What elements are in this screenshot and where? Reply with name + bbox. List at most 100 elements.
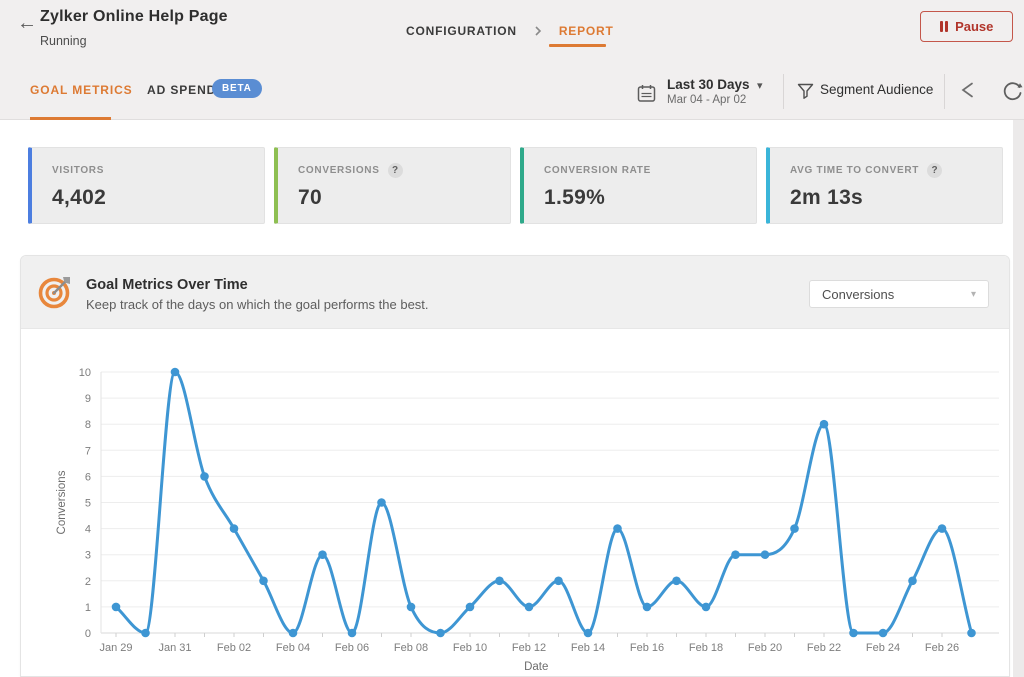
data-point[interactable]	[760, 550, 770, 559]
metric-value: 2m 13s	[790, 186, 864, 209]
data-point[interactable]	[318, 550, 327, 559]
data-point[interactable]	[347, 628, 357, 638]
x-tick-label: Feb 02	[217, 642, 251, 654]
tab-ad-spend[interactable]: AD SPEND	[147, 83, 217, 97]
data-point[interactable]	[495, 576, 504, 586]
chevron-right-icon	[535, 26, 541, 36]
y-tick-label: 10	[79, 367, 91, 379]
x-tick-label: Jan 29	[99, 642, 132, 654]
y-tick-label: 3	[85, 550, 91, 562]
data-point[interactable]	[849, 628, 858, 638]
chart-plot-area: 0 1 2 3 4 5 6 7 8 9 10 Conversions Jan 29 Jan 31 Feb 0…	[21, 329, 1009, 676]
x-tick-label: Feb 20	[748, 642, 782, 654]
data-point[interactable]	[613, 524, 622, 533]
data-point[interactable]	[524, 602, 534, 612]
data-point[interactable]	[731, 550, 740, 559]
y-tick-label: 7	[85, 445, 91, 457]
report-toolbar: GOAL METRICS AD SPEND BETA Last 30 Days …	[0, 62, 1024, 120]
y-tick-label: 6	[85, 471, 91, 483]
data-point[interactable]	[436, 628, 445, 638]
metric-select-dropdown[interactable]: Conversions ▾	[809, 280, 989, 308]
data-point[interactable]	[878, 628, 888, 638]
data-point[interactable]	[672, 576, 681, 586]
metric-card-conversions: CONVERSIONS ? 70	[274, 147, 511, 224]
metric-card-conversion-rate: CONVERSION RATE ? 1.59%	[520, 147, 757, 224]
x-tick-label: Feb 16	[630, 642, 664, 654]
x-tick-label: Feb 12	[512, 642, 546, 654]
data-point[interactable]	[229, 524, 239, 533]
y-axis-title: Conversions	[56, 470, 68, 534]
refresh-icon[interactable]	[1002, 81, 1024, 101]
data-point[interactable]	[967, 628, 976, 638]
y-tick-label: 8	[85, 419, 91, 431]
x-tick-label: Feb 26	[925, 642, 959, 654]
beta-badge: BETA	[212, 79, 262, 98]
x-tick-label: Feb 24	[866, 642, 900, 654]
data-point[interactable]	[377, 498, 386, 507]
pause-icon	[939, 21, 949, 32]
goal-metrics-over-time-card: Goal Metrics Over Time Keep track of the…	[20, 255, 1010, 677]
data-point[interactable]	[259, 576, 268, 586]
chart-title: Goal Metrics Over Time	[86, 277, 248, 293]
data-point[interactable]	[200, 472, 209, 481]
metric-label: AVG TIME TO CONVERT	[790, 165, 920, 176]
data-point[interactable]	[111, 602, 121, 612]
data-point[interactable]	[937, 524, 947, 533]
date-range-caret-icon[interactable]: ▾	[757, 80, 763, 92]
segment-audience-button[interactable]: Segment Audience	[820, 82, 934, 97]
date-range-dates: Mar 04 - Apr 02	[667, 94, 747, 106]
data-point[interactable]	[642, 602, 652, 612]
tab-goal-metrics[interactable]: GOAL METRICS	[30, 83, 133, 97]
data-point[interactable]	[701, 602, 711, 612]
calendar-icon[interactable]	[637, 84, 656, 103]
data-point[interactable]	[790, 524, 799, 533]
help-icon[interactable]: ?	[927, 163, 943, 178]
tab-report[interactable]: REPORT	[558, 24, 614, 38]
metric-label: CONVERSIONS	[298, 165, 380, 176]
tab-configuration[interactable]: CONFIGURATION	[406, 24, 517, 38]
scrollbar-track[interactable]	[1013, 120, 1024, 677]
metric-label: VISITORS	[52, 165, 105, 176]
toolbar-divider	[944, 74, 945, 109]
help-icon[interactable]: ?	[387, 163, 403, 178]
pause-button[interactable]: Pause	[920, 11, 1013, 42]
metric-card-visitors: VISITORS ? 4,402	[28, 147, 265, 224]
y-tick-label: 0	[85, 628, 91, 640]
page-title: Zylker Online Help Page	[40, 8, 228, 25]
x-axis-title: Date	[524, 661, 548, 673]
top-header: ← Zylker Online Help Page Running CONFIG…	[0, 0, 1024, 62]
data-point[interactable]	[170, 367, 180, 377]
back-arrow-icon[interactable]: ←	[17, 12, 37, 34]
filter-funnel-icon[interactable]	[797, 83, 814, 100]
data-point[interactable]	[583, 628, 593, 638]
x-tick-label: Jan 31	[158, 642, 191, 654]
date-range-label[interactable]: Last 30 Days	[667, 77, 750, 92]
chart-subtitle: Keep track of the days on which the goal…	[86, 297, 429, 312]
data-point[interactable]	[288, 628, 298, 638]
conversions-line-chart: 0 1 2 3 4 5 6 7 8 9 10 Conversions Jan 29 Jan 31 Feb 0…	[56, 367, 999, 673]
dropdown-caret-icon: ▾	[970, 288, 976, 300]
share-icon[interactable]	[959, 81, 977, 99]
metric-label: CONVERSION RATE	[544, 165, 651, 176]
data-point[interactable]	[406, 602, 416, 612]
data-point[interactable]	[554, 576, 563, 586]
data-point[interactable]	[465, 602, 475, 612]
data-point[interactable]	[819, 419, 829, 429]
pause-label: Pause	[955, 19, 994, 34]
x-tick-label: Feb 14	[571, 642, 605, 654]
metric-value: 1.59%	[544, 186, 606, 209]
metric-value: 4,402	[52, 186, 107, 209]
y-tick-label: 4	[85, 524, 91, 536]
report-tab-active-indicator	[549, 44, 606, 47]
data-point[interactable]	[141, 628, 150, 638]
goal-target-icon	[38, 277, 70, 309]
metric-value: 70	[298, 186, 322, 209]
y-tick-label: 1	[85, 602, 91, 614]
data-point[interactable]	[908, 576, 917, 586]
conversions-line	[114, 370, 973, 635]
x-tick-label: Feb 18	[689, 642, 723, 654]
metric-cards-row: VISITORS ? 4,402 CONVERSIONS ? 70 CONVER…	[0, 147, 1024, 225]
header-tabs: CONFIGURATION REPORT	[406, 24, 614, 38]
x-tick-label: Feb 06	[335, 642, 369, 654]
